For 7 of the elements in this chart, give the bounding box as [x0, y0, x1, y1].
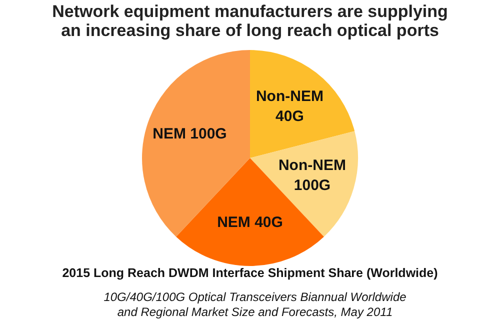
slice-label: Non-NEM 40G — [256, 88, 324, 125]
slice-label: Non-NEM 100G — [278, 157, 346, 194]
text: 10G/40G/100G Optical Transceivers Biannual Worldwide and Regional Market Size and Forecasts, May 2011 — [102, 290, 408, 320]
slice-label: NEM 100G — [152, 125, 227, 142]
chart-title: Network equipment manufacturers are supplying an increasing share of long reach optical ports — [51, 2, 449, 40]
slice-label: NEM 40G — [217, 214, 283, 231]
text: 2015 Long Reach DWDM Interface Shipment Share (Worldwide) — [61, 266, 439, 280]
